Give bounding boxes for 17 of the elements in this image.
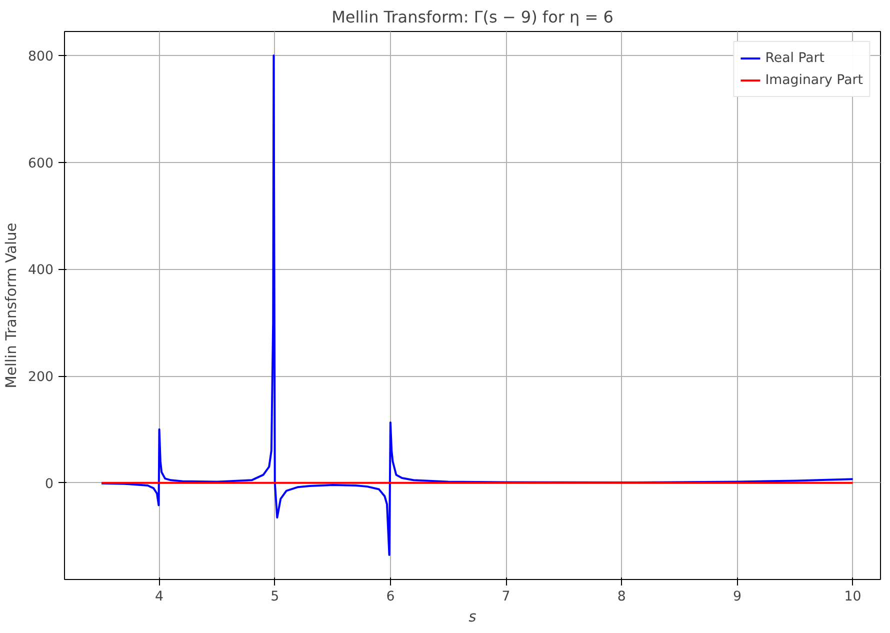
x-axis-title: s [468, 608, 477, 626]
x-tick-label: 6 [386, 590, 395, 604]
y-tick-label: 400 [28, 263, 54, 278]
y-axis-title: Mellin Transform Value [3, 222, 20, 388]
y-tick-label: 600 [28, 156, 54, 172]
x-tick-label: 8 [617, 590, 626, 604]
x-tick-label: 5 [270, 590, 280, 604]
x-tick-label: 7 [502, 590, 510, 604]
legend-label: Real Part [765, 50, 824, 66]
chart-title: Mellin Transform: Γ(s − 9) for η = 6 [332, 8, 614, 26]
x-tick-label: 10 [844, 590, 862, 604]
x-tick-label: 9 [732, 590, 742, 604]
y-tick-label: 200 [28, 370, 54, 386]
y-tick-label: 0 [45, 476, 54, 492]
x-tick-label: 4 [155, 590, 164, 604]
y-tick-label: 800 [28, 50, 54, 65]
legend-label: Imaginary Part [765, 72, 863, 88]
